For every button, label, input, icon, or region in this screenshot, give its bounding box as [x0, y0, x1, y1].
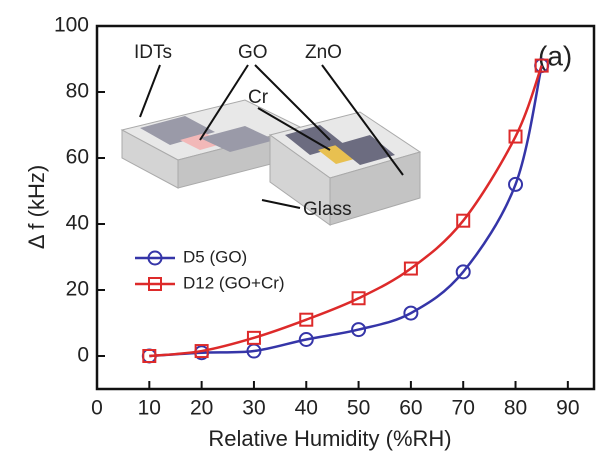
data-point: [298, 332, 314, 347]
annotation: Glass: [303, 199, 352, 220]
data-point: [508, 129, 523, 144]
x-axis-label: Relative Humidity (%RH): [208, 426, 451, 451]
annotation: Cr: [248, 87, 269, 108]
data-point: [508, 176, 524, 192]
annotation: GO: [238, 42, 268, 63]
y-tick-label: 80: [66, 80, 89, 103]
x-tick-label: 10: [138, 397, 161, 420]
y-tick-label: 100: [54, 14, 89, 37]
legend-label: D12 (GO+Cr): [183, 273, 285, 292]
series-line: [149, 65, 543, 358]
data-point: [403, 305, 419, 321]
data-point: [403, 261, 418, 276]
device-illustration: [120, 64, 422, 226]
data-point: [299, 312, 314, 327]
x-tick-label: 90: [556, 397, 579, 420]
data-point: [351, 291, 366, 306]
x-tick-label: 40: [295, 397, 318, 420]
legend-marker: [148, 277, 162, 291]
plot-frame: [95, 24, 596, 391]
x-tick-label: 60: [399, 397, 422, 420]
y-axis-label: Δ f (kHz): [24, 165, 49, 249]
y-tick-label: 0: [77, 344, 89, 367]
y-tick-label: 60: [66, 146, 89, 169]
annotation: IDTs: [134, 42, 172, 63]
x-tick-label: 20: [190, 397, 213, 420]
x-tick-label: 80: [504, 397, 527, 420]
panel-label: (a): [538, 40, 572, 71]
y-tick-label: 40: [66, 212, 89, 235]
legend-label: D5 (GO): [183, 247, 247, 266]
data-point: [194, 344, 209, 359]
x-tick-label: 0: [91, 397, 103, 420]
legend-marker: [147, 250, 163, 266]
annotation: ZnO: [305, 42, 342, 63]
x-tick-label: 70: [452, 397, 475, 420]
data-point: [351, 322, 367, 338]
data-point: [246, 330, 261, 345]
data-point: [534, 58, 549, 73]
data-point: [142, 349, 157, 363]
x-tick-label: 30: [242, 397, 265, 420]
data-point: [456, 213, 471, 228]
y-tick-label: 20: [66, 278, 89, 301]
data-point: [455, 264, 471, 280]
x-tick-label: 50: [347, 397, 370, 420]
